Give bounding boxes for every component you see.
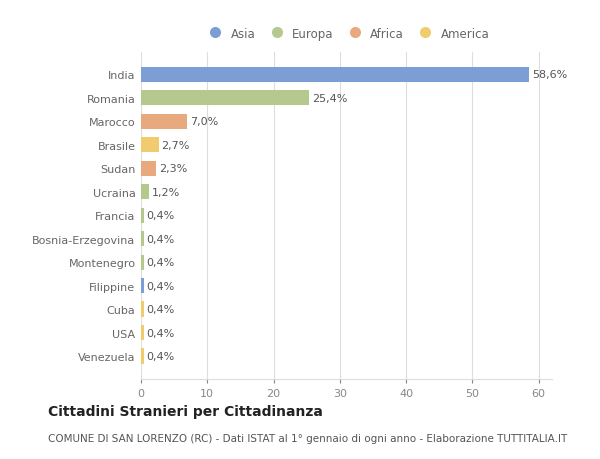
Bar	[141, 91, 310, 106]
Bar	[141, 208, 143, 224]
Text: Cittadini Stranieri per Cittadinanza: Cittadini Stranieri per Cittadinanza	[48, 404, 323, 419]
Bar	[141, 161, 156, 177]
Bar	[141, 185, 149, 200]
Text: 58,6%: 58,6%	[532, 70, 568, 80]
Bar	[141, 278, 143, 294]
Bar	[141, 138, 159, 153]
Bar	[141, 302, 143, 317]
Text: 7,0%: 7,0%	[190, 117, 218, 127]
Bar	[141, 349, 143, 364]
Text: 2,7%: 2,7%	[161, 140, 190, 151]
Bar	[141, 67, 529, 83]
Text: 2,3%: 2,3%	[159, 164, 187, 174]
Bar	[141, 255, 143, 270]
Legend: Asia, Europa, Africa, America: Asia, Europa, Africa, America	[199, 23, 494, 45]
Bar	[141, 114, 187, 129]
Text: 0,4%: 0,4%	[146, 234, 175, 244]
Bar	[141, 325, 143, 341]
Text: 0,4%: 0,4%	[146, 281, 175, 291]
Text: 0,4%: 0,4%	[146, 304, 175, 314]
Text: 25,4%: 25,4%	[312, 94, 347, 104]
Text: 0,4%: 0,4%	[146, 328, 175, 338]
Text: 0,4%: 0,4%	[146, 257, 175, 268]
Text: 0,4%: 0,4%	[146, 211, 175, 221]
Text: 1,2%: 1,2%	[152, 187, 180, 197]
Text: COMUNE DI SAN LORENZO (RC) - Dati ISTAT al 1° gennaio di ogni anno - Elaborazion: COMUNE DI SAN LORENZO (RC) - Dati ISTAT …	[48, 433, 567, 442]
Text: 0,4%: 0,4%	[146, 351, 175, 361]
Bar	[141, 231, 143, 247]
